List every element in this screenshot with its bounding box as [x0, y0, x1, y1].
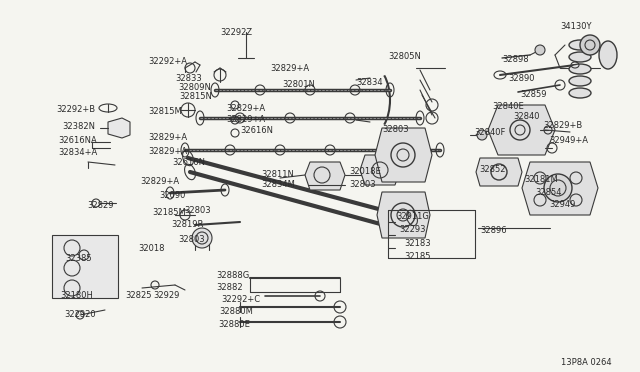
Text: 32815N: 32815N	[179, 92, 212, 101]
Text: 32185: 32185	[404, 252, 431, 261]
Text: 32898: 32898	[502, 55, 529, 64]
Text: 32888G: 32888G	[216, 271, 249, 280]
Text: 32949+A: 32949+A	[549, 136, 588, 145]
Text: 32834+A: 32834+A	[58, 148, 97, 157]
Text: 32896: 32896	[480, 226, 507, 235]
Text: 32890: 32890	[508, 74, 534, 83]
Ellipse shape	[569, 40, 591, 50]
Text: 32911G: 32911G	[396, 212, 429, 221]
Text: 32801N: 32801N	[282, 80, 315, 89]
Text: 32840E: 32840E	[492, 102, 524, 111]
Polygon shape	[360, 155, 400, 185]
Text: 32385: 32385	[65, 254, 92, 263]
Text: 32840F: 32840F	[474, 128, 506, 137]
Ellipse shape	[569, 52, 591, 62]
Text: 32805N: 32805N	[388, 52, 421, 61]
Text: 32880E: 32880E	[218, 320, 250, 329]
Text: 32616N: 32616N	[240, 126, 273, 135]
Text: 32292+C: 32292+C	[221, 295, 260, 304]
Circle shape	[477, 130, 487, 140]
Text: 32829+A: 32829+A	[226, 104, 265, 113]
Text: 32181M: 32181M	[524, 175, 557, 184]
Circle shape	[535, 45, 545, 55]
Text: 32616N: 32616N	[172, 158, 205, 167]
Text: 32616NA: 32616NA	[58, 136, 97, 145]
Ellipse shape	[569, 64, 591, 74]
Polygon shape	[108, 118, 130, 138]
Text: 32829: 32829	[87, 201, 113, 210]
Polygon shape	[377, 192, 430, 238]
Text: 32829+A: 32829+A	[148, 133, 187, 142]
Text: 32382N: 32382N	[62, 122, 95, 131]
Text: 32185M: 32185M	[152, 208, 186, 217]
Text: 32292Z: 32292Z	[220, 28, 252, 37]
Text: 32829+A: 32829+A	[140, 177, 179, 186]
Ellipse shape	[569, 76, 591, 86]
Text: 32829+B: 32829+B	[543, 121, 582, 130]
Text: 32840: 32840	[513, 112, 540, 121]
Text: 32929: 32929	[153, 291, 179, 300]
Text: 32803: 32803	[349, 180, 376, 189]
Text: 32833: 32833	[175, 74, 202, 83]
Circle shape	[580, 35, 600, 55]
Text: 32183: 32183	[404, 239, 431, 248]
Polygon shape	[488, 105, 555, 155]
Text: 32803: 32803	[382, 125, 408, 134]
Polygon shape	[375, 128, 432, 182]
Text: 13P8A 0264: 13P8A 0264	[561, 358, 612, 367]
Polygon shape	[476, 158, 522, 186]
Text: 32880M: 32880M	[219, 307, 253, 316]
Text: 32882: 32882	[216, 283, 243, 292]
Text: 32292+A: 32292+A	[148, 57, 187, 66]
Polygon shape	[52, 235, 118, 298]
Text: 34130Y: 34130Y	[560, 22, 591, 31]
Text: 32852: 32852	[479, 165, 506, 174]
Text: 32819R: 32819R	[171, 220, 204, 229]
Circle shape	[544, 174, 572, 202]
Text: 32829+A: 32829+A	[270, 64, 309, 73]
Text: 32180H: 32180H	[60, 291, 93, 300]
Text: 32090: 32090	[159, 191, 186, 200]
Text: 32859: 32859	[520, 90, 547, 99]
Text: 32803: 32803	[184, 206, 211, 215]
Text: 32834: 32834	[356, 78, 383, 87]
Text: 32834M: 32834M	[261, 180, 295, 189]
Text: 32803: 32803	[178, 235, 205, 244]
Text: 32018E: 32018E	[349, 167, 381, 176]
Text: 32854: 32854	[535, 188, 561, 197]
Text: 322920: 322920	[64, 310, 95, 319]
Text: 32811N: 32811N	[261, 170, 294, 179]
Ellipse shape	[599, 41, 617, 69]
Circle shape	[192, 228, 212, 248]
Text: 32292+B: 32292+B	[56, 105, 95, 114]
Text: 32829+A: 32829+A	[226, 115, 265, 124]
Text: 32293: 32293	[399, 225, 426, 234]
Text: 32815M: 32815M	[148, 107, 182, 116]
Text: 32825: 32825	[125, 291, 152, 300]
Text: 32809N: 32809N	[178, 83, 211, 92]
Polygon shape	[305, 162, 345, 190]
Text: 32018: 32018	[138, 244, 164, 253]
Text: 32829+A: 32829+A	[148, 147, 187, 156]
Ellipse shape	[569, 88, 591, 98]
Polygon shape	[522, 162, 598, 215]
Text: 32949: 32949	[549, 200, 575, 209]
